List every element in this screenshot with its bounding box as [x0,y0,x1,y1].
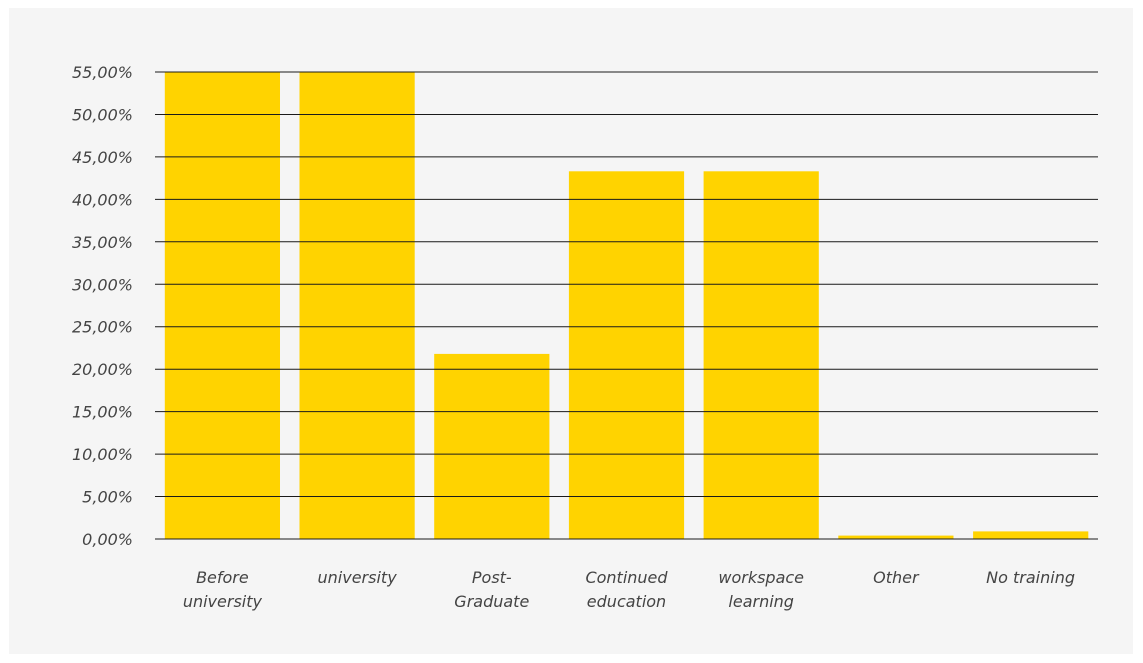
y-tick-label: 20,00% [72,360,133,379]
y-tick-label: 5,00% [82,488,133,507]
y-tick-label: 45,00% [72,148,133,167]
bar-1 [299,72,415,539]
x-category-label: Before university [183,568,263,611]
x-category-label: Other [873,568,920,587]
bar-5 [838,535,954,539]
y-tick-label: 10,00% [72,445,133,464]
x-category-label: Continued education [585,568,668,611]
bar-4 [703,171,819,540]
bar-0 [164,72,280,539]
x-category-label: workspace learning [718,568,804,611]
y-tick-label: 35,00% [72,233,133,252]
y-tick-label: 15,00% [72,403,133,422]
x-category-label: No training [986,568,1075,587]
bar-3 [568,171,685,540]
bar-6 [973,531,1089,539]
y-tick-label: 40,00% [72,190,133,209]
x-category-label: Post-Graduate [454,568,529,611]
y-tick-label: 25,00% [72,318,133,337]
x-category-label: university [318,568,398,587]
y-tick-label: 30,00% [72,275,133,294]
bar-2 [434,353,550,539]
y-tick-label: 55,00% [72,63,133,82]
y-tick-label: 0,00% [82,530,133,549]
y-tick-label: 50,00% [72,106,133,125]
